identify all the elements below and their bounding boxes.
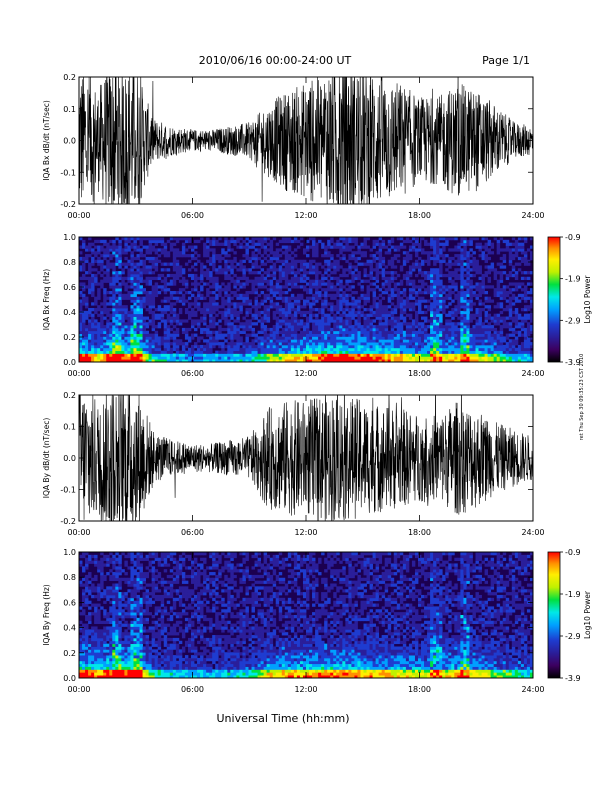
y-tick-label: 0.6 — [63, 598, 76, 607]
y-tick-label: -0.2 — [60, 200, 76, 209]
x-tick-label: 06:00 — [181, 685, 204, 694]
x-tick-label: 00:00 — [67, 528, 90, 537]
y-axis-label: IQA Bx dB/dt (nT/sec) — [42, 100, 51, 181]
y-tick-label: 0.2 — [63, 649, 76, 658]
y-tick-label: 0.6 — [63, 283, 76, 292]
y-tick-label: 0.0 — [63, 454, 76, 463]
panels: -0.2 -0.1 0.0 0.1 0.2 00:00 06:00 12:00 18:00 24:… — [42, 73, 592, 694]
x-tick-label: 00:00 — [67, 211, 90, 220]
y-tick-label: 0.2 — [63, 391, 76, 400]
y-tick-label: 1.0 — [63, 233, 76, 242]
y-tick-label: 0.0 — [63, 674, 76, 683]
x-tick-label: 12:00 — [294, 369, 317, 378]
x-tick-label: 12:00 — [294, 528, 317, 537]
y-axis-label: IQA Bx Freq (Hz) — [42, 269, 51, 331]
x-tick-label: 12:00 — [294, 685, 317, 694]
y-tick-label: 0.4 — [63, 624, 76, 633]
colorbar-tick-label: -2.9 — [565, 632, 581, 641]
x-tick-label: 18:00 — [408, 685, 431, 694]
waveform-trace — [79, 77, 533, 204]
x-tick-label: 18:00 — [408, 369, 431, 378]
y-tick-label: -0.2 — [60, 517, 76, 526]
colorbar-tick-label: -3.9 — [565, 674, 581, 683]
y-axis-label: IQA By dB/dt (nT/sec) — [42, 418, 51, 499]
page-number: Page 1/1 — [482, 54, 530, 67]
x-tick-label: 24:00 — [521, 528, 544, 537]
y-axis-label: IQA By Freq (Hz) — [42, 584, 51, 646]
colorbar-tick-label: -3.9 — [565, 358, 581, 367]
page-title: 2010/06/16 00:00-24:00 UT — [199, 54, 352, 67]
colorbar-tick-label: -0.9 — [565, 548, 581, 557]
colorbar: -0.9 -1.9 -2.9 -3.9 Log10 Power — [547, 233, 592, 367]
y-tick-label: 0.0 — [63, 137, 76, 146]
panel-by-spectrogram: -0.9 -1.9 -2.9 -3.9 Log10 Power 0.0 0.2 0.4 0.6 0… — [42, 548, 592, 694]
panel-by-waveform: -0.2 -0.1 0.0 0.1 0.2 00:00 06:00 12:00 18:00 24:… — [42, 391, 545, 537]
y-tick-label: -0.1 — [60, 486, 76, 495]
x-tick-label: 18:00 — [408, 528, 431, 537]
panel-bx-spectrogram: -0.9 -1.9 -2.9 -3.9 Log10 Power 0.0 0.2 0.4 0.6 0… — [42, 233, 592, 378]
y-tick-label: 0.1 — [63, 105, 76, 114]
colorbar-label: Log10 Power — [583, 275, 592, 324]
y-tick-label: 1.0 — [63, 548, 76, 557]
y-tick-label: -0.1 — [60, 168, 76, 177]
x-tick-label: 24:00 — [521, 369, 544, 378]
x-tick-label: 00:00 — [67, 685, 90, 694]
x-axis-label: Universal Time (hh:mm) — [217, 712, 350, 725]
y-tick-label: 0.8 — [63, 573, 76, 582]
x-tick-label: 24:00 — [521, 211, 544, 220]
colorbar-label: Log10 Power — [583, 590, 592, 639]
x-tick-label: 24:00 — [521, 685, 544, 694]
spectrogram-cells — [79, 552, 534, 679]
panel-bx-waveform: -0.2 -0.1 0.0 0.1 0.2 00:00 06:00 12:00 18:00 24:… — [42, 73, 545, 220]
y-tick-label: 0.2 — [63, 333, 76, 342]
waveform-trace — [79, 395, 533, 521]
colorbar-tick-label: -0.9 — [565, 233, 581, 242]
y-tick-label: 0.4 — [63, 308, 76, 317]
x-tick-label: 06:00 — [181, 211, 204, 220]
y-tick-label: 0.1 — [63, 423, 76, 432]
x-tick-label: 06:00 — [181, 369, 204, 378]
colorbar-tick-label: -1.9 — [565, 275, 581, 284]
y-tick-label: 0.8 — [63, 258, 76, 267]
x-tick-label: 06:00 — [181, 528, 204, 537]
side-annotation: ret Thu Sep 30 09:35:23 CST 2010 — [579, 354, 585, 441]
y-tick-label: 0.0 — [63, 358, 76, 367]
spectrogram-cells — [79, 237, 534, 363]
x-tick-label: 12:00 — [294, 211, 317, 220]
colorbar-tick-label: -2.9 — [565, 316, 581, 325]
x-tick-label: 00:00 — [67, 369, 90, 378]
colorbar-tick-label: -1.9 — [565, 590, 581, 599]
x-tick-label: 18:00 — [408, 211, 431, 220]
y-tick-label: 0.2 — [63, 73, 76, 82]
colorbar: -0.9 -1.9 -2.9 -3.9 Log10 Power — [547, 548, 592, 683]
